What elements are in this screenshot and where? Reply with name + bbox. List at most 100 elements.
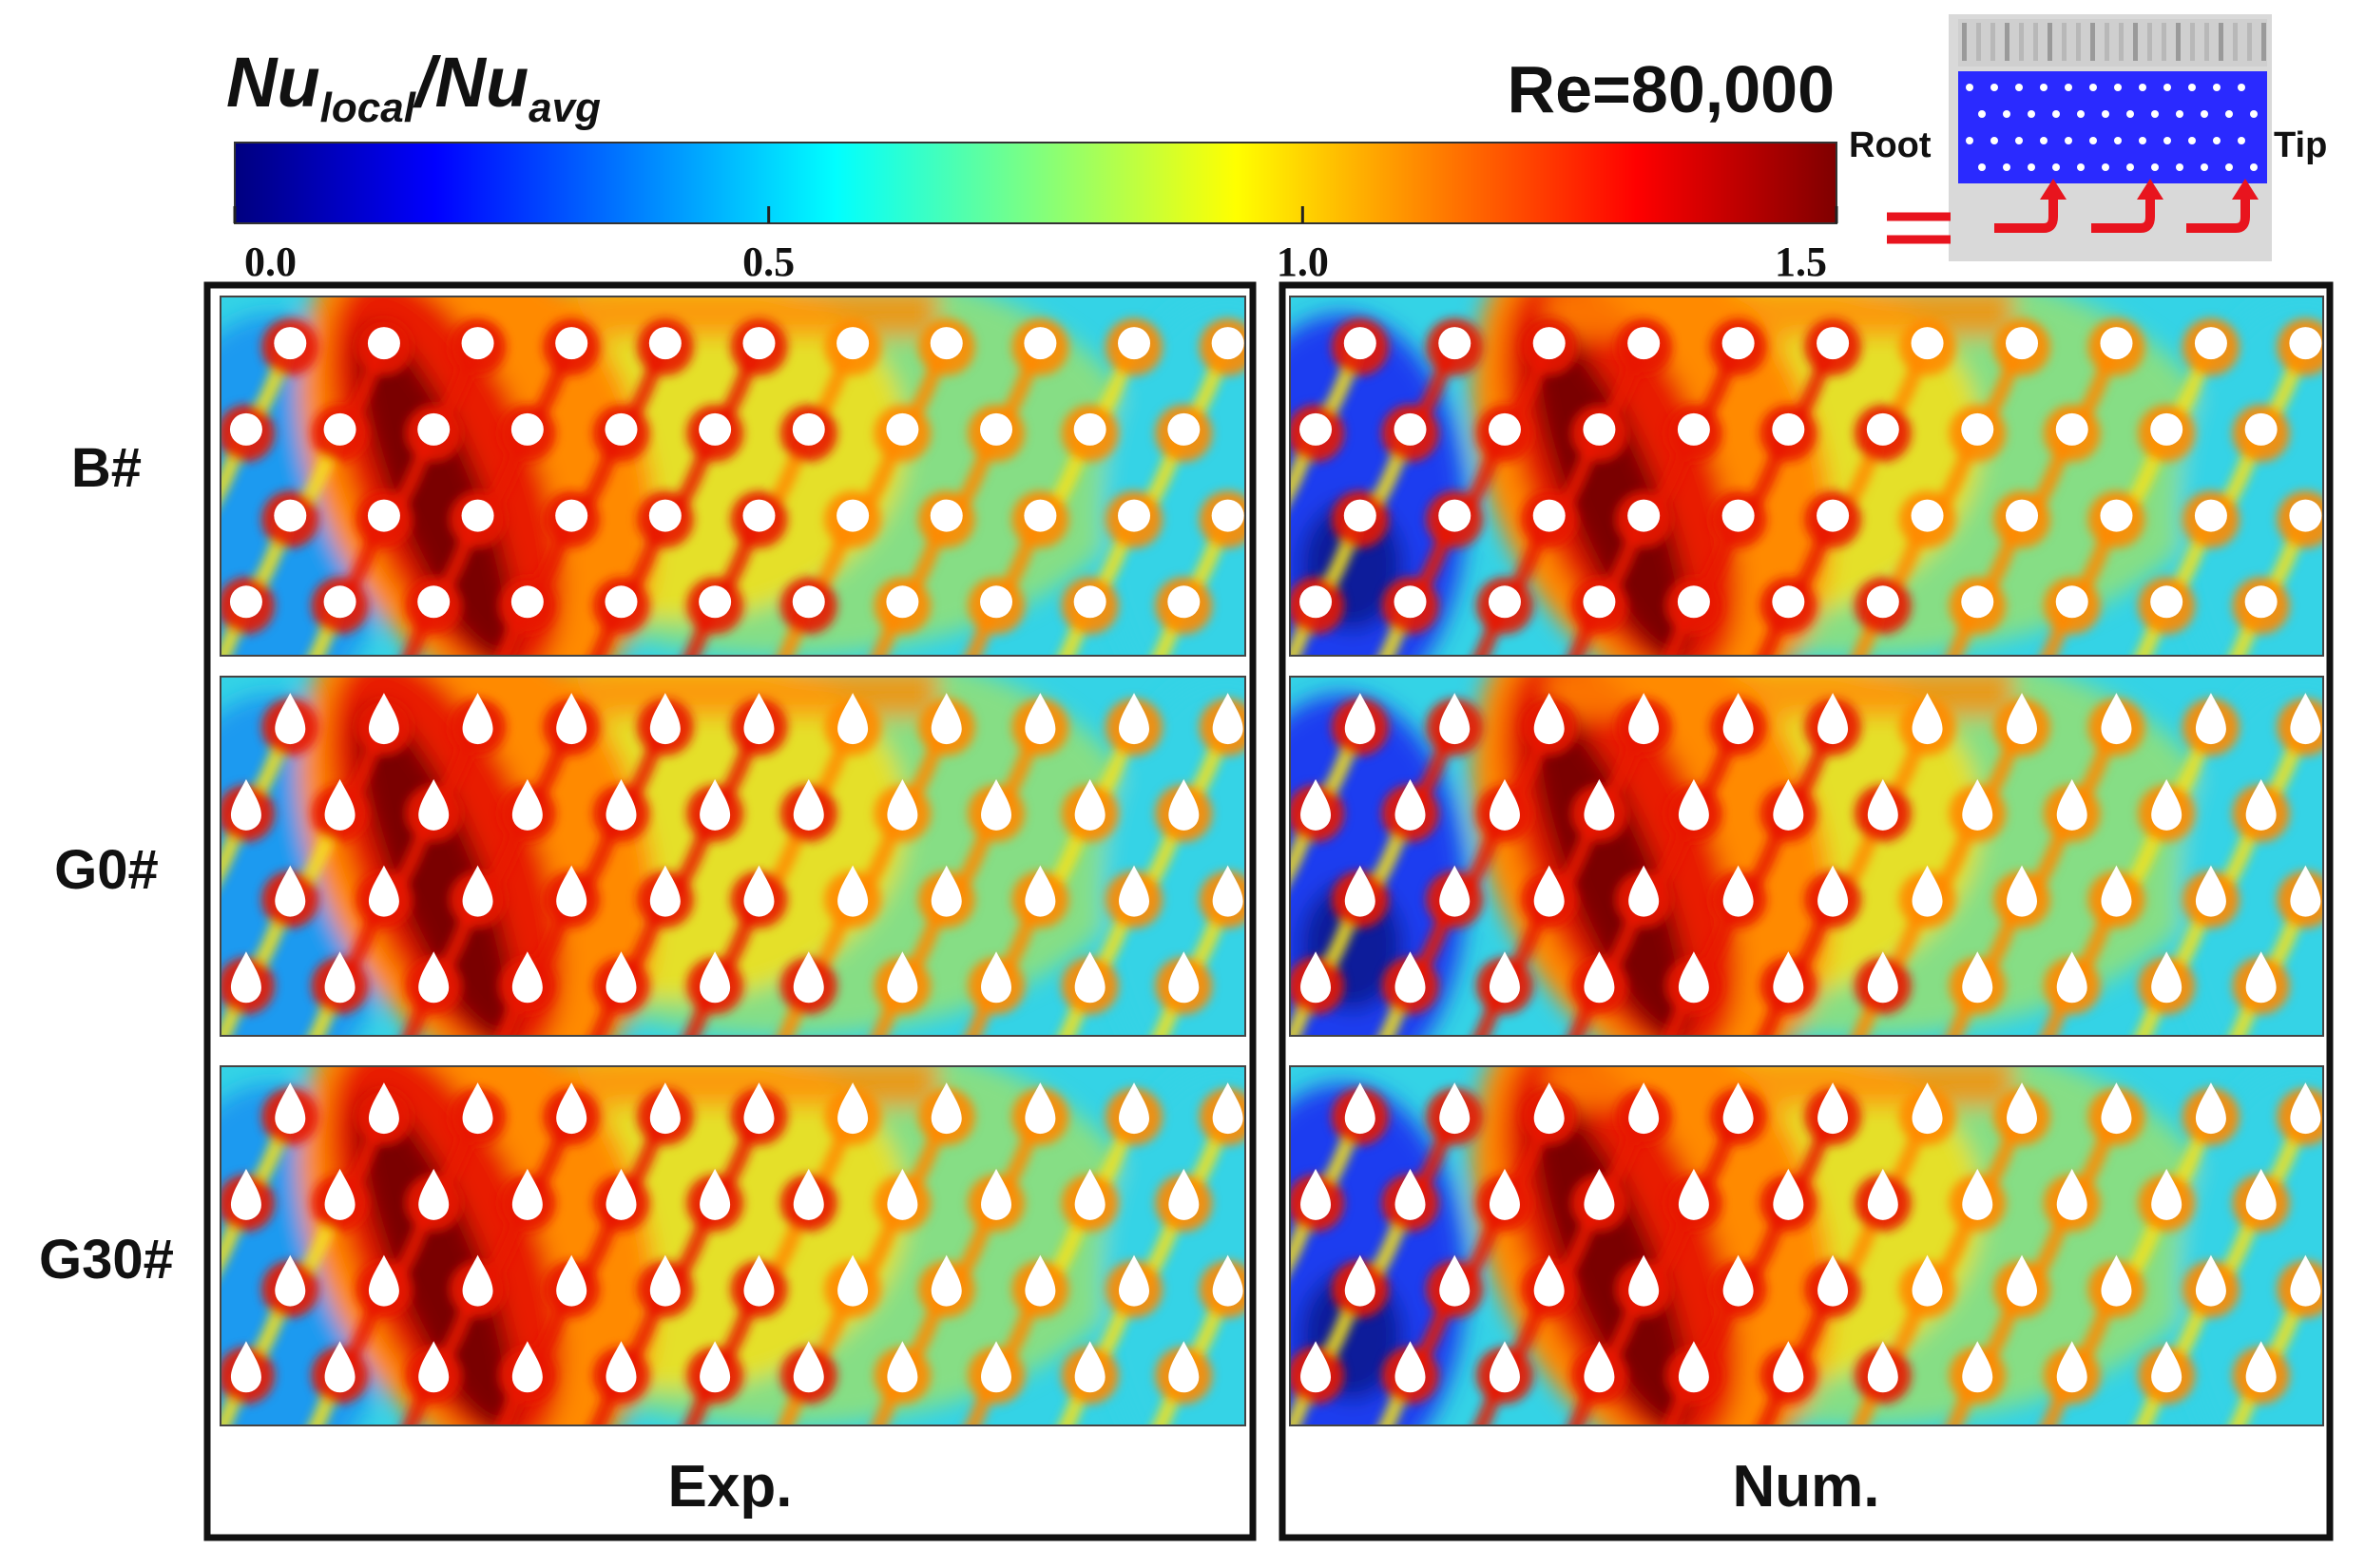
schematic-stripe [2247,23,2252,61]
pin-fin-teardrop [793,778,824,831]
pin-fin-teardrop [649,1254,681,1307]
pin-fin-circular [1073,412,1106,446]
pin-fin-teardrop [1533,1082,1565,1135]
pin-fin-teardrop [1439,693,1471,745]
pin-fin-teardrop [1344,1254,1375,1307]
pin-fin-teardrop [931,865,962,917]
pin-fin-teardrop [1867,778,1898,831]
pin-fin-circular [1677,412,1710,446]
flow-arrow-head [2137,179,2163,200]
schematic-stripe [2033,23,2038,61]
schematic-pin-dot [2139,137,2146,144]
colorbar [234,142,1837,224]
pin-fin-teardrop [556,865,587,917]
pin-fin-teardrop [2195,1254,2226,1307]
schematic-pin-dot [1990,137,1998,144]
pin-fin-teardrop [2195,865,2226,917]
pin-fin-teardrop [1628,1082,1660,1135]
colorbar-title-sub-avg: avg [529,85,601,131]
pin-fin-teardrop [368,1082,399,1135]
pin-fin-teardrop [324,778,356,831]
schematic-pin-dot [2188,84,2196,91]
pin-fin-teardrop [1025,1082,1056,1135]
pin-fin-teardrop [1119,865,1150,917]
row-label-g0: G0# [54,839,159,901]
pin-fin-circular [836,499,870,532]
pin-fin-teardrop [2195,1082,2226,1135]
schematic-stripe [2190,23,2195,61]
schematic-stripe [2261,23,2266,61]
schematic-stripe [2133,23,2138,61]
pin-fin-teardrop [1817,693,1849,745]
panel-num-g0 [1290,677,2323,1036]
pin-fin-teardrop [1678,778,1709,831]
schematic-stripe [2219,23,2223,61]
pin-fin-teardrop [368,865,399,917]
pin-fin-circular [1343,499,1376,532]
panel-exp-g30-border [220,1065,1246,1426]
pin-fin-teardrop [462,1254,493,1307]
schematic-pin-dot [2065,84,2072,91]
pin-fin-teardrop [931,693,962,745]
pin-fin-teardrop [1168,951,1200,1004]
pin-fin-teardrop [1300,1341,1332,1393]
pin-fin-circular [1721,499,1755,532]
pin-fin-teardrop [981,1341,1012,1393]
pin-fin-teardrop [1584,778,1615,831]
pin-fin-teardrop [606,778,637,831]
flow-arrow-head [2040,179,2067,200]
pin-fin-teardrop [981,778,1012,831]
pin-fin-circular [1024,327,1057,360]
pin-fin-teardrop [1439,1254,1471,1307]
schematic-pin-dot [2089,137,2097,144]
pin-fin-teardrop [1962,778,1993,831]
schematic-pin-dot [2052,110,2060,118]
colorbar-title-sub-local: local [320,85,416,131]
schematic-stripe [1990,23,1995,61]
pin-fin-teardrop [1678,1341,1709,1393]
pin-fin-teardrop [1212,865,1243,917]
pin-fin-teardrop [1300,951,1332,1004]
tip-label: Tip [2274,125,2327,165]
pin-fin-teardrop [418,1168,450,1220]
schematic-pin-dot [2015,84,2023,91]
pin-fin-circular [510,412,544,446]
pin-fin-teardrop [1119,693,1150,745]
pin-fin-teardrop [1817,865,1849,917]
pin-fin-teardrop [1439,1082,1471,1135]
pin-fin-circular [1583,585,1616,619]
pin-fin-teardrop [1300,1168,1332,1220]
row-label-g30: G30# [39,1229,174,1291]
pin-fin-teardrop [418,1341,450,1393]
pin-fin-circular [1118,499,1151,532]
pin-fin-teardrop [230,951,261,1004]
pin-fin-teardrop [2245,778,2277,831]
panel-num-b-border [1289,296,2324,657]
pin-fin-teardrop [511,1168,543,1220]
pin-fin-teardrop [606,1168,637,1220]
pin-fin-teardrop [556,1254,587,1307]
schematic-pin-dot [2250,110,2258,118]
pin-fin-teardrop [324,951,356,1004]
pin-fin-teardrop [743,1254,775,1307]
pin-fin-teardrop [418,951,450,1004]
column-frame-exp [203,281,1257,1541]
pin-fin-teardrop [1394,1341,1426,1393]
pin-fin-teardrop [1489,1168,1520,1220]
pin-fin-circular [886,412,919,446]
pin-fin-teardrop [1074,951,1106,1004]
pin-fin-teardrop [1212,693,1243,745]
pin-fin-teardrop [1722,693,1754,745]
schematic-pin-dot [2176,110,2183,118]
pin-fin-teardrop [1439,865,1471,917]
flow-arrow-head [2232,179,2259,200]
pin-fin-circular [980,412,1013,446]
schematic-stripe [2147,23,2152,61]
schematic-pin-dot [2040,84,2048,91]
panel-num-g0-border [1289,676,2324,1037]
schematic-pin-dot [2201,163,2208,171]
pin-fin-teardrop [1817,1082,1849,1135]
pin-fin-circular [1627,499,1661,532]
pin-fin-circular [836,327,870,360]
pin-fin-teardrop [1168,1341,1200,1393]
